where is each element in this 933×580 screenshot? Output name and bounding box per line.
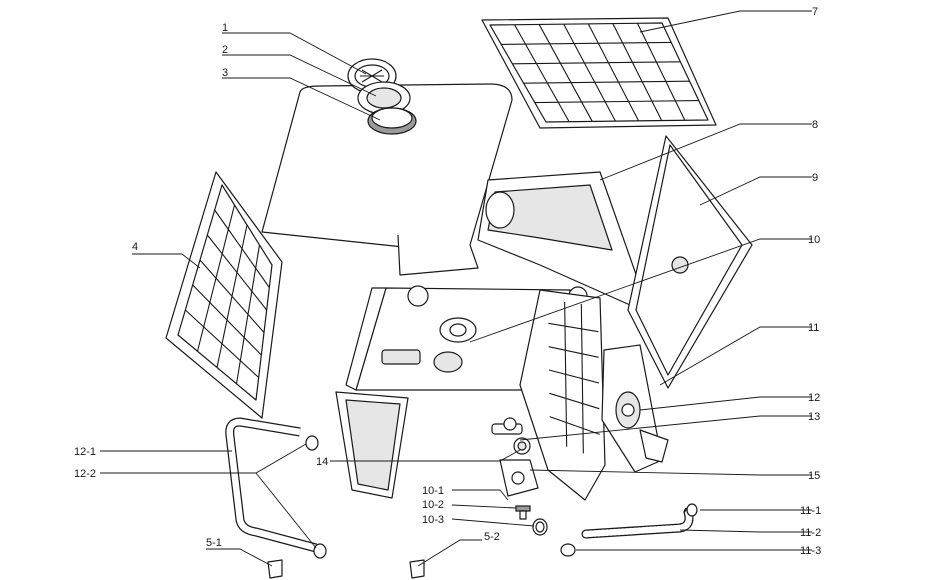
callout-5-1: 5-1 [206, 537, 222, 549]
callout-8: 8 [812, 119, 818, 131]
callout-12: 12 [808, 392, 820, 404]
callout-11: 11 [808, 322, 819, 334]
chassis-left-leg [335, 391, 409, 499]
grid-bar [548, 369, 600, 384]
grid-bar [636, 23, 686, 121]
grid-bar [612, 23, 663, 121]
callout-10-1: 10-1 [422, 485, 444, 497]
part-10-3-ring [532, 518, 548, 536]
callout-2: 2 [222, 44, 228, 56]
grid-bar [214, 209, 270, 288]
grid-bar [199, 259, 265, 333]
grid-bar [184, 309, 260, 378]
part-4-side-grid-panel [165, 171, 283, 419]
part-2-fan-wheel [357, 81, 411, 115]
callout-11-1: 11-1 [800, 505, 821, 517]
callout-7: 7 [812, 6, 818, 18]
part-14-valve-ring [513, 437, 531, 455]
callout-10-3: 10-3 [422, 514, 444, 526]
callout-12-1: 12-1 [74, 446, 96, 458]
main-chassis [345, 285, 588, 391]
callout-12-2: 12-2 [74, 468, 96, 480]
callout-3: 3 [222, 67, 228, 79]
part-5-1-clip [267, 559, 283, 579]
grid-bar [549, 416, 600, 435]
callout-15: 15 [808, 470, 820, 482]
grid-bar [514, 24, 570, 122]
part-7-top-grid-filter [481, 17, 717, 129]
grid-bar [548, 322, 599, 333]
callout-13: 13 [808, 411, 820, 423]
part-3-fan-cover [367, 107, 417, 135]
callout-10: 10 [808, 234, 820, 246]
callout-11-3: 11-3 [800, 545, 821, 557]
part-15-drain-bracket [499, 459, 539, 497]
grid-bar [534, 100, 699, 104]
callout-10-2: 10-2 [422, 499, 444, 511]
grid-bar [501, 41, 672, 45]
part-9-side-panel [627, 135, 753, 389]
part-11-2-drain-hose [560, 503, 698, 557]
back-tank-body [261, 83, 513, 276]
grid-bar [523, 80, 690, 84]
chassis-right-grid [519, 289, 606, 501]
callout-14: 14 [316, 456, 328, 468]
grid-bar [206, 234, 268, 311]
callout-11-2: 11-2 [800, 527, 821, 539]
grid-bar [192, 284, 262, 356]
grid-bar [563, 23, 616, 122]
callout-4: 4 [132, 241, 138, 253]
callout-5-2: 5-2 [484, 531, 500, 543]
leader-lines [100, 10, 812, 567]
grid-bar [587, 23, 640, 122]
callout-1: 1 [222, 22, 228, 34]
callout-9: 9 [812, 172, 818, 184]
part-13-valve [491, 417, 523, 435]
grid-bar [512, 61, 681, 65]
grid-bar [538, 24, 593, 122]
grid-bar [549, 392, 600, 410]
part-12-pipe [225, 417, 327, 559]
part-8-top-frame [477, 171, 646, 306]
grid-bar [548, 346, 599, 358]
part-5-2-clip [409, 559, 425, 579]
callout-labels: 1 2 3 4 7 8 9 10 11 12 13 14 15 12-1 12-… [74, 6, 821, 557]
part-10-2-plug [515, 505, 531, 520]
